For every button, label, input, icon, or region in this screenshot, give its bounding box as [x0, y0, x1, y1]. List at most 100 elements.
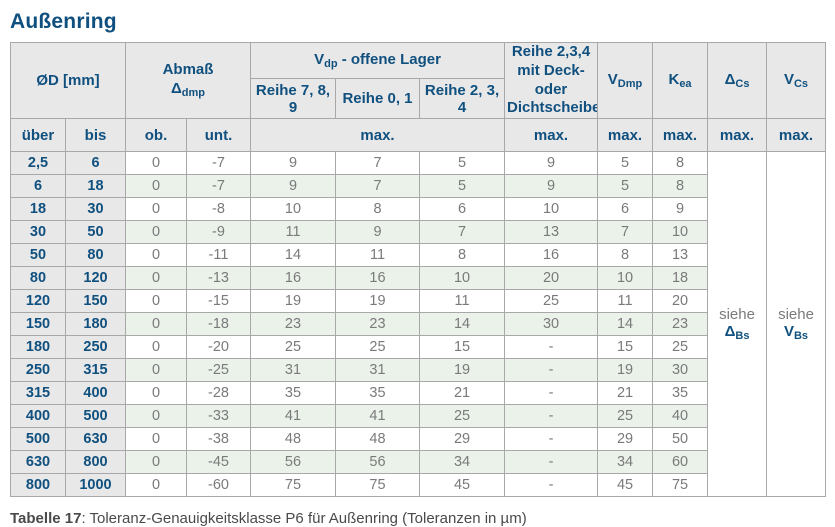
cell-reihe01: 25 — [335, 335, 420, 359]
cell-kea: 23 — [652, 312, 709, 336]
cell-bis: 80 — [65, 243, 126, 267]
cell-reihe234: 45 — [418, 473, 506, 497]
header-unt: unt. — [186, 118, 251, 152]
header-reihe789: Reihe 7, 8, 9 — [250, 78, 336, 119]
header-deck-line2: mit Deck- oder — [517, 61, 585, 98]
table-row: 315 400 0 -28 35 35 21-21 35 — [10, 381, 826, 405]
cell-reihe789: 31 — [250, 358, 336, 382]
table-row: 630 800 0 -45 56 56 34-34 60 — [10, 450, 826, 474]
cell-vdmp: 21 — [597, 381, 654, 405]
cell-vdmp: 19 — [597, 358, 654, 382]
cell-reihe789: 16 — [250, 266, 336, 290]
header-vdp-group: Vdp - offene Lager — [249, 41, 506, 80]
siehe-label: siehe — [719, 305, 755, 323]
table-row: 180 250 0 -20 25 25 15-15 25 — [10, 335, 826, 359]
header-reihe01: Reihe 0, 1 — [335, 78, 420, 119]
cell-ueber: 30 — [10, 220, 66, 244]
cell-reihe789: 75 — [250, 473, 336, 497]
header-row-reihen: Reihe 7, 8, 9 Reihe 0, 1 Reihe 2, 3, 4 — [11, 78, 826, 119]
cell-bis: 250 — [65, 335, 126, 359]
header-od-label: ØD [mm] — [36, 72, 100, 89]
table-header: ØD [mm] Abmaß Δdmp Vdp - offene Lager Re… — [10, 41, 827, 152]
cell-deck: - — [504, 404, 599, 428]
cell-unt: -8 — [186, 197, 251, 221]
header-max-dcs: max. — [707, 118, 768, 152]
cell-ueber: 2,5 — [10, 151, 66, 175]
cell-reihe234: 6 — [418, 197, 506, 221]
cell-unt: -7 — [186, 174, 251, 198]
cell-reihe01: 31 — [335, 358, 420, 382]
header-vdp-rest: - offene Lager — [341, 51, 441, 69]
cell-reihe01: 75 — [335, 473, 420, 497]
cell-ob: 0 — [125, 335, 187, 359]
cell-vdmp: 6 — [597, 197, 654, 221]
cell-reihe01: 48 — [335, 427, 420, 451]
cell-vdmp: 5 — [597, 151, 654, 175]
cell-ob: 0 — [125, 427, 187, 451]
cell-deck: - — [504, 473, 599, 497]
cell-vdmp: 34 — [597, 450, 654, 474]
siehe-symbol: ΔBs — [724, 322, 750, 342]
cell-ob: 0 — [125, 381, 187, 405]
header-max-kea: max. — [652, 118, 709, 152]
cell-reihe789: 11 — [250, 220, 336, 244]
cell-reihe234: 29 — [418, 427, 506, 451]
cell-ob: 0 — [125, 174, 187, 198]
table-caption: Tabelle 17: Toleranz-Genauigkeitsklasse … — [10, 510, 827, 527]
cell-deck: - — [504, 381, 599, 405]
cell-reihe789: 9 — [250, 151, 336, 175]
cell-reihe789: 23 — [250, 312, 336, 336]
cell-unt: -45 — [186, 450, 251, 474]
cell-kea: 8 — [652, 151, 709, 175]
cell-reihe01: 19 — [335, 289, 420, 313]
cell-bis: 120 — [65, 266, 126, 290]
cell-bis: 30 — [65, 197, 126, 221]
cell-reihe01: 8 — [335, 197, 420, 221]
cell-unt: -28 — [186, 381, 251, 405]
table-body: 2,5 6 0 -7 9 7 5 9 5 8 siehe ΔBs siehe VBs 6 18 0 -7 9 7 5 9 5… — [10, 151, 827, 497]
cell-unt: -15 — [186, 289, 251, 313]
cell-vdmp: 10 — [597, 266, 654, 290]
cell-kea: 75 — [652, 473, 709, 497]
table-row: 800 1000 0 -60 75 75 45-45 75 — [10, 473, 826, 497]
cell-deck: - — [504, 358, 599, 382]
cell-bis: 180 — [65, 312, 126, 336]
header-od: ØD [mm] — [10, 42, 126, 119]
cell-vdmp: 5 — [597, 174, 654, 198]
cell-ueber: 250 — [10, 358, 66, 382]
cell-reihe789: 19 — [250, 289, 336, 313]
table-row: 150 180 0 -18 23 23 14 30 14 23 — [10, 312, 826, 336]
cell-deck: 20 — [504, 266, 599, 290]
cell-siehe-delta-bs: siehe ΔBs — [707, 151, 768, 497]
cell-bis: 800 — [65, 450, 126, 474]
cell-ueber: 500 — [10, 427, 66, 451]
caption-text: : Toleranz-Genauigkeitsklasse P6 für Auß… — [81, 510, 527, 527]
cell-unt: -33 — [186, 404, 251, 428]
cell-bis: 500 — [65, 404, 126, 428]
cell-unt: -38 — [186, 427, 251, 451]
header-max-vdp: max. — [249, 118, 506, 152]
header-bis: bis — [65, 118, 126, 152]
cell-kea: 20 — [652, 289, 709, 313]
cell-ob: 0 — [125, 473, 187, 497]
cell-deck: 13 — [504, 220, 599, 244]
cell-ueber: 400 — [10, 404, 66, 428]
cell-reihe01: 41 — [335, 404, 420, 428]
cell-ob: 0 — [125, 358, 187, 382]
cell-unt: -7 — [186, 151, 251, 175]
cell-reihe234: 14 — [418, 312, 506, 336]
cell-ueber: 150 — [10, 312, 66, 336]
cell-deck: - — [504, 335, 599, 359]
cell-kea: 18 — [652, 266, 709, 290]
table-row: 250 315 0 -25 31 31 19-19 30 — [10, 358, 826, 382]
table-row: 120 150 0 -15 19 19 11 25 11 20 — [10, 289, 826, 313]
cell-kea: 35 — [652, 381, 709, 405]
cell-reihe234: 8 — [418, 243, 506, 267]
cell-ob: 0 — [125, 404, 187, 428]
cell-deck: 9 — [504, 151, 599, 175]
cell-unt: -11 — [186, 243, 251, 267]
cell-ueber: 315 — [10, 381, 66, 405]
cell-vdmp: 25 — [597, 404, 654, 428]
cell-deck: 30 — [504, 312, 599, 336]
